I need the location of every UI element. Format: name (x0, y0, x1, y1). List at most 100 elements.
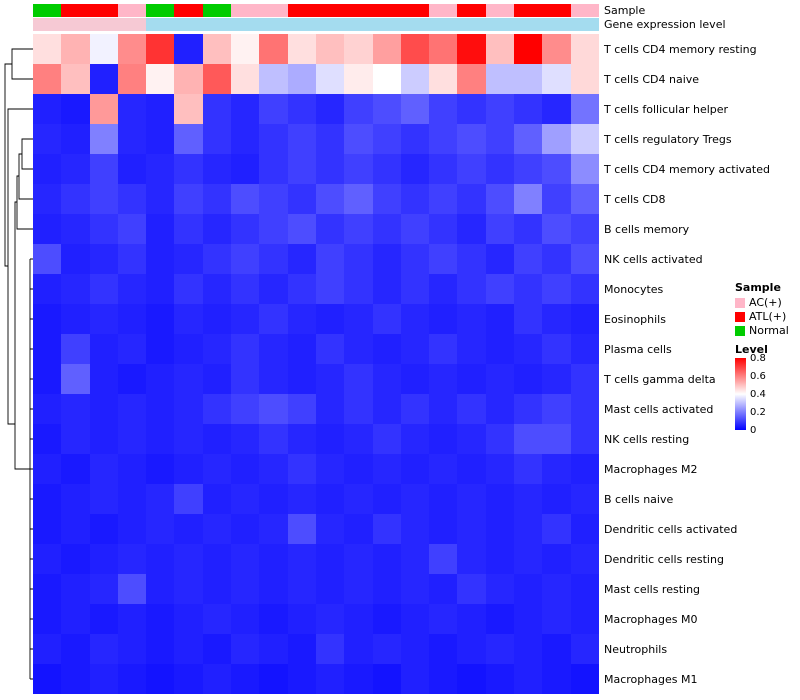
heatmap-cell (202, 94, 232, 124)
heatmap-cell (514, 514, 543, 544)
heatmap-cell (400, 334, 430, 364)
heatmap-cell (202, 424, 232, 454)
legend: Sample AC(+) ATL(+) Normal Level 0.8 0.6 0.4… (735, 281, 799, 436)
heatmap-cell (202, 244, 232, 274)
heatmap-cell (485, 214, 515, 244)
heatmap-cell (287, 214, 316, 244)
heatmap-cell (61, 634, 90, 664)
heatmap-cell (146, 64, 175, 94)
heatmap-cell (287, 64, 316, 94)
heatmap-cell (372, 574, 401, 604)
row-label: T cells follicular helper (604, 102, 729, 116)
heatmap-cell (315, 334, 345, 364)
heatmap-cell (344, 124, 373, 154)
heatmap-cell (570, 124, 599, 154)
heatmap-cell (542, 454, 571, 484)
heatmap-cell (89, 304, 118, 334)
heatmap-cell (287, 424, 316, 454)
heatmap-cell (485, 154, 515, 184)
row-label: Eosinophils (604, 312, 666, 326)
heatmap-cell (146, 574, 175, 604)
sample-annotation-cell (89, 4, 118, 17)
heatmap-cell (61, 244, 90, 274)
heatmap-cell (372, 94, 401, 124)
level-tick-labels: 0.8 0.6 0.4 0.2 0 (750, 354, 790, 436)
heatmap-cell (61, 184, 90, 214)
heatmap-cell (372, 424, 401, 454)
heatmap-cell (315, 244, 345, 274)
heatmap-cell (202, 154, 232, 184)
heatmap-cell (146, 34, 175, 64)
heatmap-cell (146, 274, 175, 304)
heatmap-cell (174, 634, 203, 664)
level-tick-label: 0.8 (750, 353, 766, 364)
heatmap-cell (146, 424, 175, 454)
heatmap-cell (231, 604, 260, 634)
heatmap-cell (117, 544, 147, 574)
heatmap-cell (89, 364, 118, 394)
heatmap-cell (400, 544, 430, 574)
heatmap-cell (117, 634, 147, 664)
heatmap-cell (33, 424, 62, 454)
heatmap-cell (429, 514, 458, 544)
heatmap-cell (570, 364, 599, 394)
gene-expression-annotation-cell (89, 18, 118, 31)
heatmap-cell (570, 334, 599, 364)
heatmap-cell (570, 304, 599, 334)
heatmap-cell (231, 34, 260, 64)
legend-sample-items: AC(+) ATL(+) Normal (735, 296, 799, 337)
heatmap-cell (174, 214, 203, 244)
heatmap-cell (457, 394, 486, 424)
legend-item-label: AC(+) (749, 296, 782, 309)
heatmap-cell (514, 304, 543, 334)
heatmap-cell (202, 214, 232, 244)
gene-expression-annotation-cell (174, 18, 203, 31)
heatmap-cell (287, 454, 316, 484)
heatmap-cell (457, 574, 486, 604)
heatmap-cell (287, 184, 316, 214)
heatmap-cell (372, 484, 401, 514)
heatmap-cell (344, 94, 373, 124)
heatmap-cell (202, 574, 232, 604)
legend-item-label: ATL(+) (749, 310, 787, 323)
sample-annotation-label: Sample (604, 4, 646, 17)
heatmap-cell (117, 124, 147, 154)
heatmap-cell (514, 34, 543, 64)
heatmap-cell (429, 484, 458, 514)
heatmap-cell (202, 664, 232, 694)
heatmap-cell (457, 634, 486, 664)
heatmap-cell (33, 634, 62, 664)
heatmap-cell (174, 64, 203, 94)
gene-expression-annotation-cell (485, 18, 515, 31)
heatmap-cell (372, 34, 401, 64)
heatmap-cell (315, 484, 345, 514)
heatmap-cell (570, 574, 599, 604)
heatmap-cell (400, 394, 430, 424)
heatmap-cell (61, 364, 90, 394)
heatmap-cell (61, 424, 90, 454)
heatmap-cell (61, 214, 90, 244)
sample-annotation-bar (33, 4, 599, 17)
heatmap-cell (117, 394, 147, 424)
heatmap-cell (61, 64, 90, 94)
heatmap-cell (372, 64, 401, 94)
heatmap-cell (570, 394, 599, 424)
heatmap-cell (457, 544, 486, 574)
heatmap-cell (231, 154, 260, 184)
heatmap-cell (259, 604, 288, 634)
heatmap-cell (344, 244, 373, 274)
heatmap-cell (287, 634, 316, 664)
heatmap-cell (344, 184, 373, 214)
heatmap-cell (33, 214, 62, 244)
heatmap-cell (89, 454, 118, 484)
heatmap-cell (61, 334, 90, 364)
heatmap-cell (429, 634, 458, 664)
heatmap-cell (429, 64, 458, 94)
heatmap-cell (485, 634, 515, 664)
heatmap-cell (33, 604, 62, 634)
heatmap-cell (259, 634, 288, 664)
heatmap-cell (287, 334, 316, 364)
heatmap-cell (315, 214, 345, 244)
gene-expression-annotation-cell (259, 18, 288, 31)
heatmap-cell (344, 214, 373, 244)
